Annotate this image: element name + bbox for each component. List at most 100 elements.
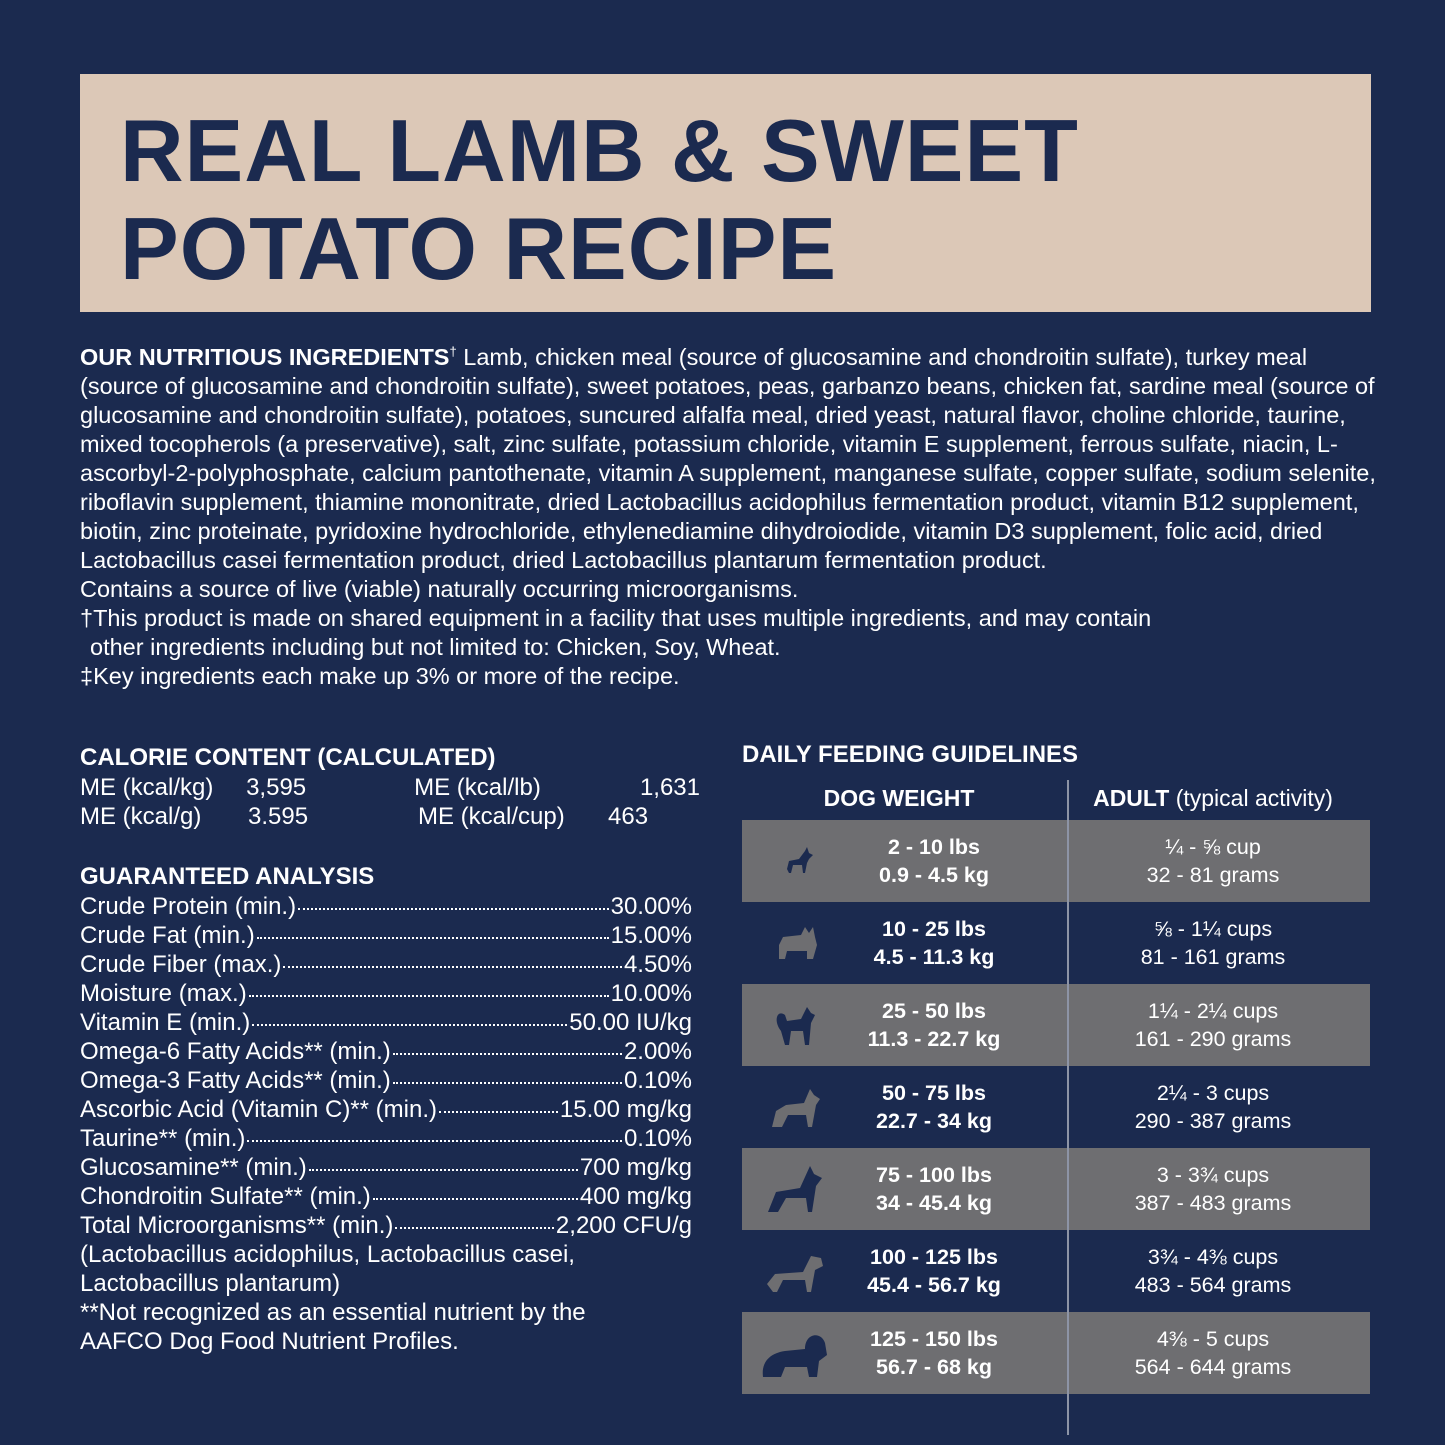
nutrient-name: Total Microorganisms** (min.) (80, 1212, 394, 1239)
weight-lbs: 100 - 125 lbs (870, 1245, 998, 1269)
leader-dots (252, 1024, 568, 1026)
feeding-row: 50 - 75 lbs 22.7 - 34 kg 2¼ - 3 cups 290 - … (742, 1066, 1370, 1148)
nutrient-value: 0.10% (623, 1125, 692, 1152)
nutrient-value: 700 mg/kg (579, 1154, 692, 1181)
dog-silhouette-icon (742, 1162, 852, 1216)
leader-dots (392, 1082, 622, 1084)
key-ingredients-note: ‡Key ingredients each make up 3% or more… (80, 662, 680, 689)
feeding-heading: DAILY FEEDING GUIDELINES (742, 741, 1079, 768)
analysis-row: Omega-6 Fatty Acids** (min.) 2.00% (80, 1037, 692, 1066)
amount-cell: ⅝ - 1¼ cups 81 - 161 grams (1056, 915, 1370, 971)
amount-cups: 1¼ - 2¼ cups (1147, 999, 1279, 1023)
nutrient-name: Taurine** (min.) (80, 1125, 246, 1152)
weight-kg: 56.7 - 68 kg (876, 1355, 992, 1379)
nutrient-name: Crude Fat (min.) (80, 922, 255, 949)
feeding-row: 100 - 125 lbs 45.4 - 56.7 kg 3¾ - 4⅜ cups 4… (742, 1230, 1370, 1312)
weight-kg: 45.4 - 56.7 kg (867, 1273, 1001, 1297)
amount-cups: 4⅜ - 5 cups (1156, 1327, 1270, 1351)
analysis-row: Chondroitin Sulfate** (min.) 400 mg/kg (80, 1182, 692, 1211)
calorie-content: CALORIE CONTENT (CALCULATED) ME (kcal/kg… (80, 743, 700, 831)
feeding-row: 125 - 150 lbs 56.7 - 68 kg 4⅜ - 5 cups 564 … (742, 1312, 1370, 1394)
leader-dots (392, 1053, 622, 1055)
nutrient-name: Crude Protein (min.) (80, 893, 297, 920)
leader-dots (247, 1140, 622, 1142)
weight-kg: 34 - 45.4 kg (876, 1191, 992, 1215)
nutrient-value: 2.00% (623, 1038, 692, 1065)
amount-grams: 564 - 644 grams (1134, 1355, 1292, 1379)
feeding-row: 10 - 25 lbs 4.5 - 11.3 kg ⅝ - 1¼ cups 81 - … (742, 902, 1370, 984)
dog-silhouette-icon (742, 843, 852, 879)
calorie-cell: 3,595 (246, 774, 307, 801)
weight-lbs: 25 - 50 lbs (882, 999, 986, 1023)
nutrient-value: 10.00% (610, 980, 692, 1007)
nutrient-name: Vitamin E (min.) (80, 1009, 251, 1036)
amount-cell: 3 - 3¾ cups 387 - 483 grams (1056, 1161, 1370, 1217)
weight-kg: 0.9 - 4.5 kg (879, 863, 989, 887)
amount-cell: ¼ - ⅝ cup 32 - 81 grams (1056, 833, 1370, 889)
amount-grams: 483 - 564 grams (1134, 1273, 1292, 1297)
weight-lbs: 2 - 10 lbs (887, 835, 980, 859)
analysis-row: Total Microorganisms** (min.) 2,200 CFU/g (80, 1211, 692, 1240)
nutrient-name: Ascorbic Acid (Vitamin C)** (min.) (80, 1096, 437, 1123)
feeding-row: 75 - 100 lbs 34 - 45.4 kg 3 - 3¾ cups 387 -… (742, 1148, 1370, 1230)
leader-dots (283, 966, 622, 968)
feeding-guidelines: DAILY FEEDING GUIDELINES DOG WEIGHT ADUL… (742, 740, 1370, 1435)
amount-cups: 2¼ - 3 cups (1156, 1081, 1270, 1105)
calorie-cell: ME (kcal/kg) (80, 774, 214, 801)
nutrient-name: Omega-6 Fatty Acids** (min.) (80, 1038, 391, 1065)
weight-cell: 75 - 100 lbs 34 - 45.4 kg (742, 1161, 1056, 1217)
weight-lbs: 75 - 100 lbs (876, 1163, 992, 1187)
analysis-row: Moisture (max.) 10.00% (80, 979, 692, 1008)
amount-cups: 3¾ - 4⅜ cups (1147, 1245, 1279, 1269)
dog-silhouette-icon (742, 1246, 852, 1296)
nutrient-value: 15.00% (610, 922, 692, 949)
calorie-cell: ME (kcal/lb) (414, 774, 541, 801)
microorganism-note-2: Lactobacillus plantarum) (80, 1270, 341, 1297)
nutrient-name: Crude Fiber (max.) (80, 951, 282, 978)
aafco-note: **Not recognized as an essential nutrien… (80, 1299, 586, 1326)
analysis-heading: GUARANTEED ANALYSIS (80, 863, 375, 890)
leader-dots (248, 995, 609, 997)
amount-cups: ¼ - ⅝ cup (1165, 835, 1261, 859)
amount-cups: 3 - 3¾ cups (1156, 1163, 1270, 1187)
dog-silhouette-icon (742, 1001, 852, 1049)
dog-weight-header: DOG WEIGHT (823, 784, 975, 811)
leader-dots (372, 1198, 578, 1200)
dog-silhouette-icon (742, 923, 852, 963)
calorie-cell: ME (kcal/cup) (418, 803, 565, 830)
leader-dots (395, 1227, 554, 1229)
weight-lbs: 50 - 75 lbs (882, 1081, 986, 1105)
analysis-row: Glucosamine** (min.) 700 mg/kg (80, 1153, 692, 1182)
shared-equipment-note-2: other ingredients including but not limi… (90, 633, 781, 660)
weight-lbs: 10 - 25 lbs (882, 917, 986, 941)
weight-kg: 11.3 - 22.7 kg (867, 1027, 1001, 1051)
guaranteed-analysis: GUARANTEED ANALYSIS Crude Protein (min.)… (80, 862, 692, 1356)
analysis-row: Taurine** (min.) 0.10% (80, 1124, 692, 1153)
nutrient-value: 30.00% (610, 893, 692, 920)
nutrient-value: 2,200 CFU/g (555, 1212, 692, 1239)
weight-cell: 2 - 10 lbs 0.9 - 4.5 kg (742, 833, 1056, 889)
weight-cell: 50 - 75 lbs 22.7 - 34 kg (742, 1079, 1056, 1135)
leader-dots (438, 1111, 558, 1113)
amount-cups: ⅝ - 1¼ cups (1153, 917, 1273, 941)
adult-header: ADULT (typical activity) (1093, 784, 1333, 811)
ingredients-section: OUR NUTRITIOUS INGREDIENTS† Lamb, chicke… (80, 337, 1380, 691)
feeding-table-header: DOG WEIGHT ADULT (typical activity) (742, 776, 1370, 820)
leader-dots (298, 908, 609, 910)
feeding-row: 25 - 50 lbs 11.3 - 22.7 kg 1¼ - 2¼ cups 161… (742, 984, 1370, 1066)
title-banner: REAL LAMB & SWEET POTATO RECIPE (80, 74, 1371, 312)
dog-silhouette-icon (742, 1325, 852, 1381)
calorie-heading: CALORIE CONTENT (CALCULATED) (80, 744, 496, 771)
nutrient-value: 400 mg/kg (579, 1183, 692, 1210)
nutrient-value: 4.50% (623, 951, 692, 978)
leader-dots (308, 1169, 578, 1171)
amount-grams: 81 - 161 grams (1140, 945, 1286, 969)
nutrient-name: Glucosamine** (min.) (80, 1154, 307, 1181)
amount-cell: 4⅜ - 5 cups 564 - 644 grams (1056, 1325, 1370, 1381)
amount-grams: 387 - 483 grams (1134, 1191, 1292, 1215)
weight-kg: 22.7 - 34 kg (876, 1109, 992, 1133)
analysis-row: Crude Protein (min.) 30.00% (80, 892, 692, 921)
amount-cell: 1¼ - 2¼ cups 161 - 290 grams (1056, 997, 1370, 1053)
leader-dots (256, 937, 609, 939)
nutrient-name: Omega-3 Fatty Acids** (min.) (80, 1067, 391, 1094)
